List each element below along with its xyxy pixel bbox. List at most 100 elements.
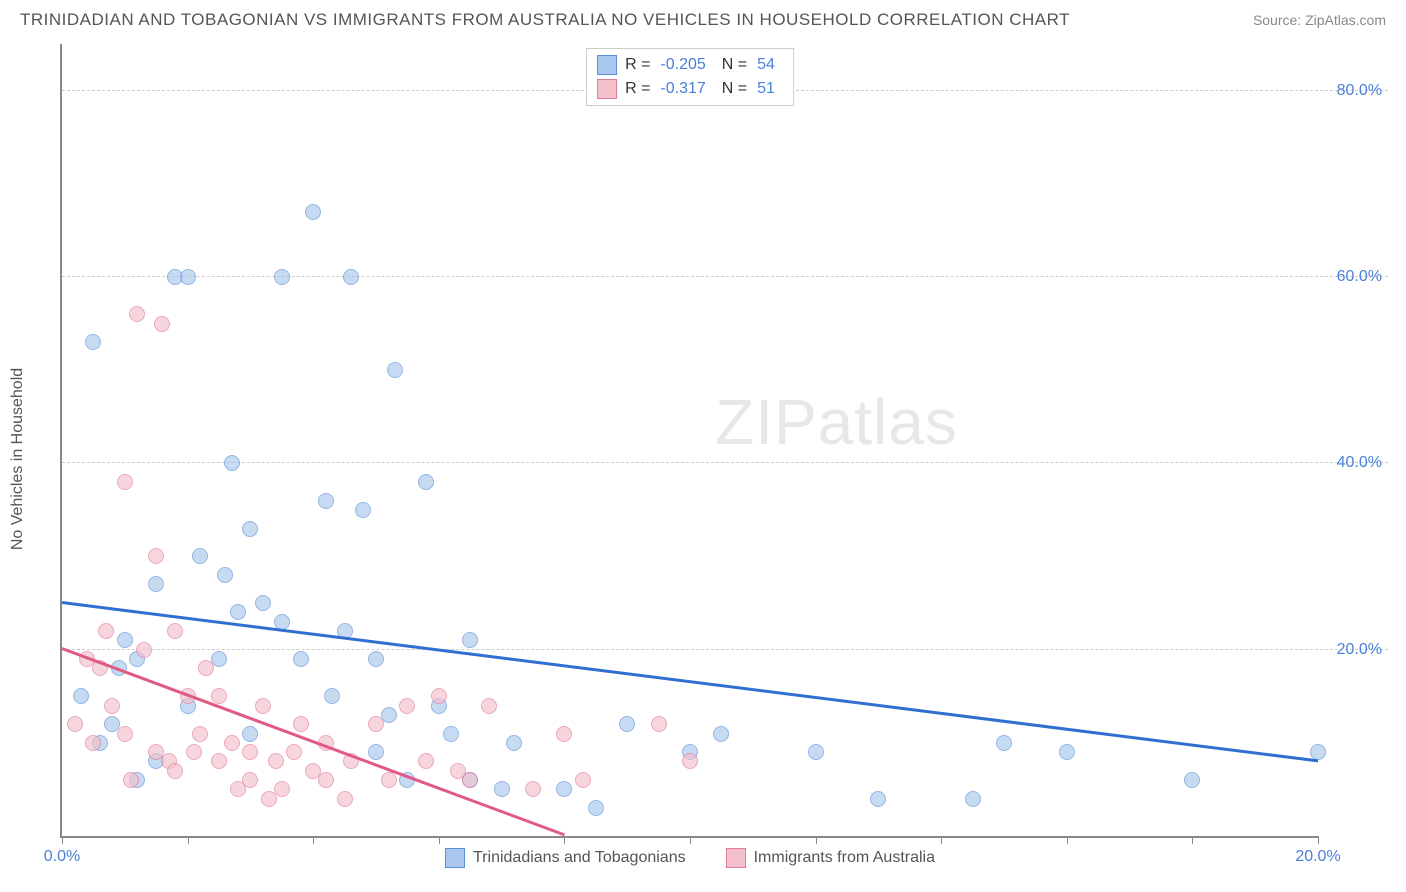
scatter-point — [293, 716, 309, 732]
x-tick — [62, 836, 63, 844]
legend-swatch-1 — [445, 848, 465, 868]
scatter-point — [965, 791, 981, 807]
scatter-point — [293, 651, 309, 667]
scatter-point — [268, 753, 284, 769]
scatter-point — [224, 735, 240, 751]
scatter-point — [462, 632, 478, 648]
scatter-point — [242, 726, 258, 742]
y-tick-label: 60.0% — [1337, 268, 1382, 286]
scatter-point — [418, 474, 434, 490]
scatter-point — [104, 698, 120, 714]
scatter-point — [98, 623, 114, 639]
x-tick — [188, 836, 189, 844]
x-tick-label: 20.0% — [1295, 848, 1340, 866]
scatter-point — [242, 744, 258, 760]
scatter-point — [123, 772, 139, 788]
scatter-point — [381, 772, 397, 788]
watermark-zip: ZIP — [715, 386, 818, 458]
legend-swatch-2 — [726, 848, 746, 868]
scatter-point — [67, 716, 83, 732]
n-value-1: 54 — [757, 56, 775, 74]
scatter-point — [180, 269, 196, 285]
gridline-h — [62, 276, 1388, 277]
watermark: ZIPatlas — [715, 385, 958, 459]
scatter-point — [117, 726, 133, 742]
x-tick — [313, 836, 314, 844]
scatter-point — [129, 306, 145, 322]
scatter-point — [73, 688, 89, 704]
scatter-point — [808, 744, 824, 760]
scatter-point — [443, 726, 459, 742]
scatter-point — [186, 744, 202, 760]
y-tick-label: 20.0% — [1337, 641, 1382, 659]
scatter-point — [368, 716, 384, 732]
scatter-point — [192, 726, 208, 742]
series-legend: Trinidadians and Tobagonians Immigrants … — [445, 848, 935, 868]
scatter-point — [230, 781, 246, 797]
x-tick — [1067, 836, 1068, 844]
gridline-h — [62, 462, 1388, 463]
plot-area: ZIPatlas R = -0.205 N = 54 R = -0.317 N … — [60, 44, 1318, 838]
scatter-point — [255, 595, 271, 611]
scatter-point — [148, 548, 164, 564]
chart-title: TRINIDADIAN AND TOBAGONIAN VS IMMIGRANTS… — [20, 10, 1070, 30]
scatter-point — [1184, 772, 1200, 788]
x-tick — [690, 836, 691, 844]
scatter-point — [318, 772, 334, 788]
swatch-series-1 — [597, 55, 617, 75]
r-value-1: -0.205 — [660, 56, 705, 74]
scatter-point — [337, 791, 353, 807]
scatter-point — [556, 726, 572, 742]
scatter-point — [261, 791, 277, 807]
scatter-point — [85, 735, 101, 751]
scatter-point — [167, 623, 183, 639]
scatter-point — [305, 204, 321, 220]
scatter-point — [242, 521, 258, 537]
scatter-point — [506, 735, 522, 751]
scatter-point — [148, 576, 164, 592]
scatter-point — [1059, 744, 1075, 760]
r-label-1: R = — [625, 56, 650, 74]
scatter-point — [870, 791, 886, 807]
scatter-point — [255, 698, 271, 714]
y-tick-label: 80.0% — [1337, 82, 1382, 100]
scatter-point — [324, 688, 340, 704]
scatter-point — [217, 567, 233, 583]
scatter-point — [211, 753, 227, 769]
scatter-point — [192, 548, 208, 564]
gridline-h — [62, 649, 1388, 650]
scatter-point — [481, 698, 497, 714]
legend-item-1: Trinidadians and Tobagonians — [445, 848, 686, 868]
scatter-point — [682, 753, 698, 769]
scatter-point — [224, 455, 240, 471]
scatter-point — [286, 744, 302, 760]
scatter-point — [525, 781, 541, 797]
y-tick-label: 40.0% — [1337, 454, 1382, 472]
scatter-point — [318, 493, 334, 509]
r-label-2: R = — [625, 80, 650, 98]
scatter-point — [387, 362, 403, 378]
x-tick — [1192, 836, 1193, 844]
chart-container: No Vehicles in Household ZIPatlas R = -0… — [48, 44, 1388, 874]
scatter-point — [355, 502, 371, 518]
scatter-point — [368, 744, 384, 760]
scatter-point — [154, 316, 170, 332]
x-tick — [816, 836, 817, 844]
scatter-point — [136, 642, 152, 658]
scatter-point — [198, 660, 214, 676]
correlation-row-2: R = -0.317 N = 51 — [597, 77, 783, 101]
n-value-2: 51 — [757, 80, 775, 98]
r-value-2: -0.317 — [660, 80, 705, 98]
scatter-point — [431, 688, 447, 704]
scatter-point — [588, 800, 604, 816]
x-tick — [1318, 836, 1319, 844]
x-tick-label: 0.0% — [44, 848, 80, 866]
scatter-point — [462, 772, 478, 788]
scatter-point — [996, 735, 1012, 751]
legend-item-2: Immigrants from Australia — [726, 848, 935, 868]
scatter-point — [556, 781, 572, 797]
scatter-point — [211, 688, 227, 704]
scatter-point — [274, 269, 290, 285]
n-label-1: N = — [722, 56, 747, 74]
watermark-atlas: atlas — [818, 386, 958, 458]
